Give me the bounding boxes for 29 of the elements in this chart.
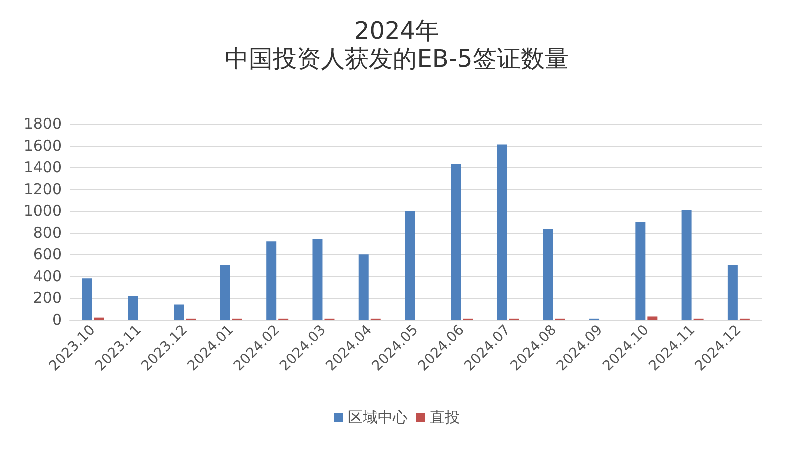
y-tick-label: 1000 [24, 202, 62, 220]
bar [128, 296, 138, 320]
legend-label: 直投 [430, 408, 460, 426]
bar [220, 266, 230, 320]
bar [82, 278, 92, 320]
bar [266, 242, 277, 320]
y-tick-label: 200 [33, 289, 62, 308]
chart-title: 2024年 [354, 17, 440, 45]
y-tick-label: 1600 [24, 136, 62, 155]
y-tick-label: 600 [33, 246, 62, 264]
y-tick-label: 1800 [24, 115, 62, 133]
y-tick-label: 800 [33, 224, 62, 242]
legend-label: 区域中心 [348, 408, 408, 426]
bar [451, 164, 462, 320]
bar [174, 304, 184, 320]
bar [728, 266, 738, 320]
bar [405, 211, 415, 320]
bar [648, 316, 658, 320]
bar [543, 229, 554, 320]
y-tick-label: 1200 [24, 180, 62, 198]
bar [636, 222, 646, 320]
y-tick-label: 0 [52, 311, 62, 329]
bar [312, 239, 323, 320]
chart-subtitle: 中国投资人获发的EB-5签证数量 [225, 45, 569, 73]
y-tick-label: 400 [33, 267, 62, 286]
bar [358, 254, 369, 320]
y-tick-label: 1400 [24, 158, 62, 177]
bar [682, 210, 692, 320]
bar [497, 144, 508, 320]
